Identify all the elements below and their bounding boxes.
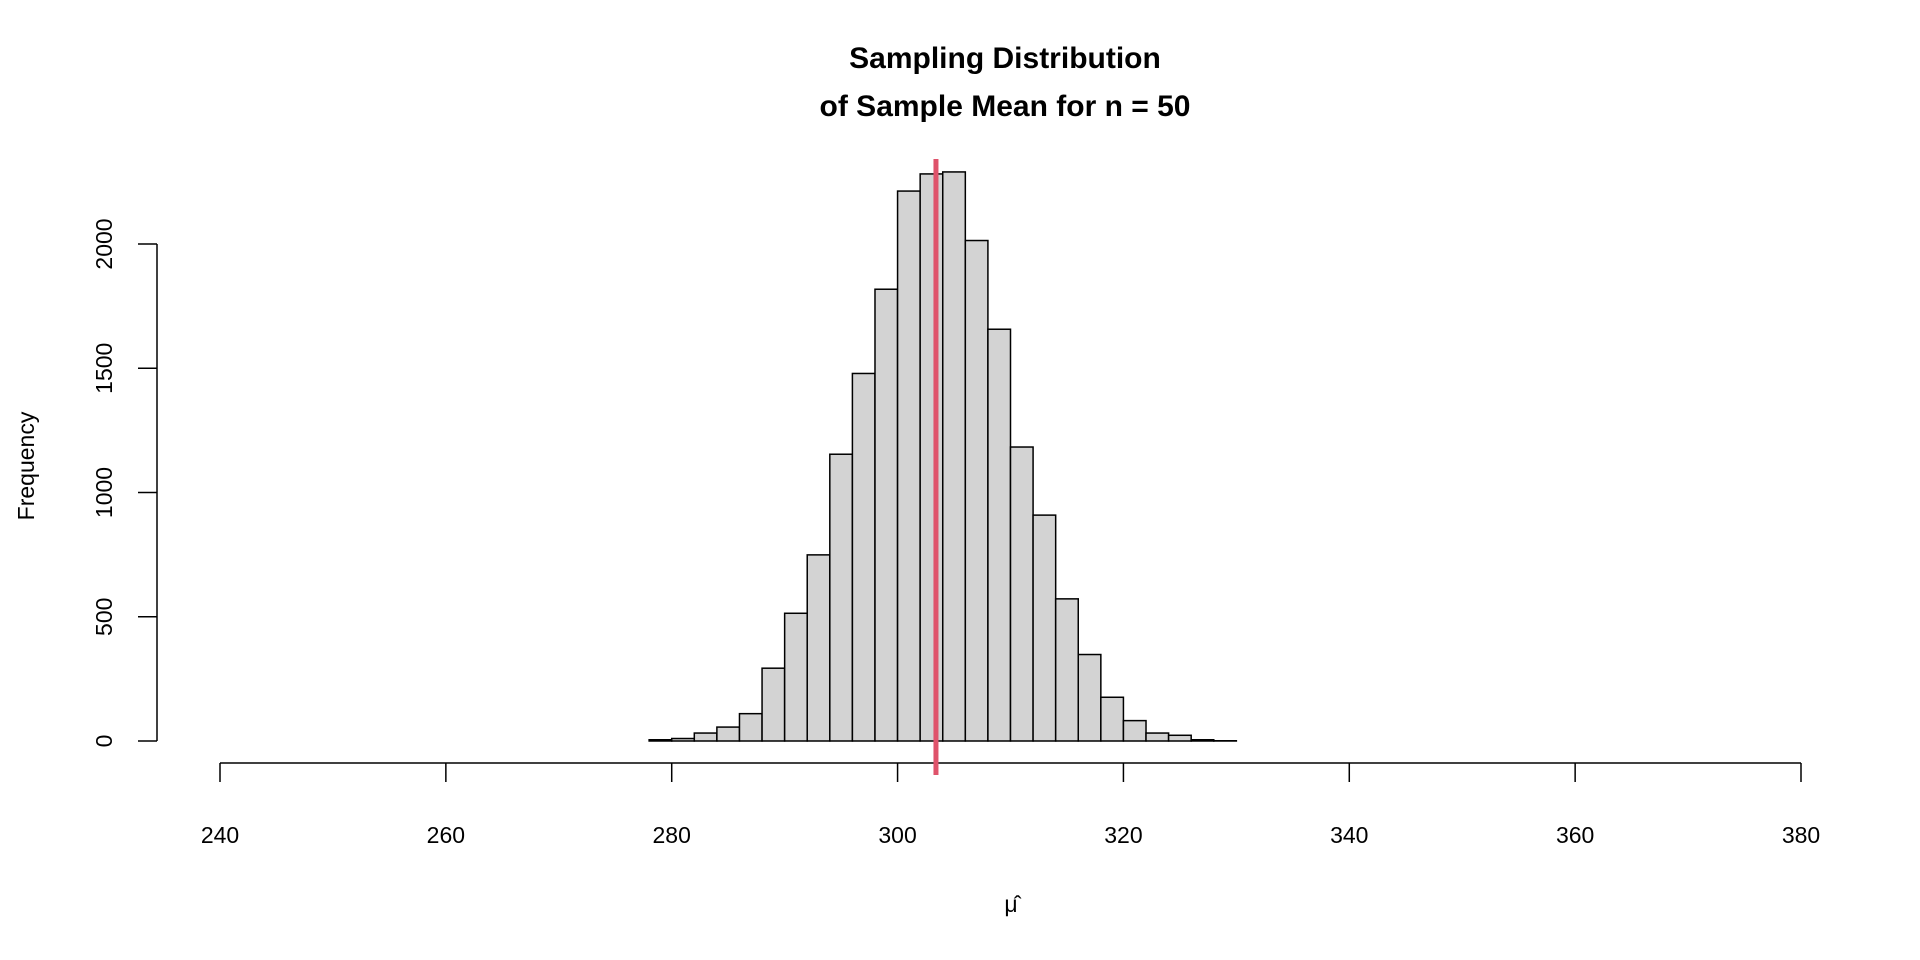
histogram-bar [693,732,718,742]
histogram-bar [829,453,854,742]
bars [648,171,1238,742]
y-axis: 0 500 1000 1500 2000 [91,218,158,748]
histogram-bar [1122,719,1147,742]
y-tick-label: 0 [91,735,117,748]
y-tick-label: 2000 [91,218,117,269]
histogram-bar [716,726,741,742]
histogram-bar [964,239,989,742]
chart-title-line-1: Sampling Distribution [849,42,1161,75]
x-tick-label: 280 [653,822,691,848]
histogram-bar [738,712,763,742]
histogram-bar [1009,446,1034,742]
histogram-bar [987,328,1012,742]
y-tick-label: 1500 [91,343,117,394]
x-tick-label: 320 [1104,822,1142,848]
x-tick-label: 340 [1330,822,1368,848]
y-tick-label: 1000 [91,467,117,518]
x-tick-label: 380 [1782,822,1820,848]
histogram-bar [919,173,944,742]
histogram-bar [1145,732,1170,742]
chart-title-line-2: of Sample Mean for n = 50 [820,90,1191,123]
y-tick-label: 500 [91,598,117,636]
histogram-bar [648,739,673,742]
histogram-bar [874,288,899,742]
histogram-bar [1077,653,1102,742]
histogram-bar [941,171,967,742]
histogram-bar [670,737,696,742]
histogram-bar [1100,696,1125,742]
histogram-bar [806,554,831,742]
x-tick-label: 260 [427,822,465,848]
x-axis: 240 260 280 300 320 340 360 380 [201,762,1820,848]
histogram-bar [1032,514,1057,742]
histogram-bar [1167,734,1192,742]
y-axis-label: Frequency [13,411,39,520]
histogram-bar [1054,598,1080,742]
histogram-bar [761,667,786,742]
histogram-bar [896,190,921,742]
x-tick-label: 240 [201,822,239,848]
x-tick-label: 360 [1556,822,1594,848]
histogram-bar [1190,739,1215,742]
x-tick-label: 300 [878,822,916,848]
x-axis-label: μ̂ [1004,891,1021,917]
histogram-bar [783,612,808,742]
histogram-bar [851,372,876,742]
